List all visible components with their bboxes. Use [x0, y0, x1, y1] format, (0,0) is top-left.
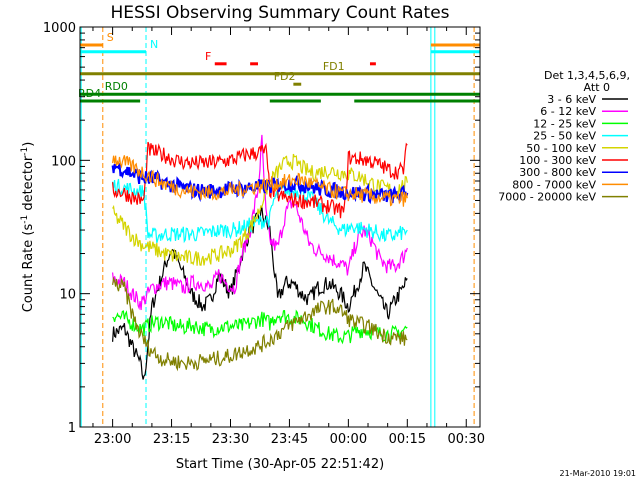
legend-label-0: 3 - 6 keV [547, 93, 596, 106]
y-tick-label-0: 1 [68, 421, 76, 436]
flag-label-fd1: FD1 [323, 60, 345, 73]
chart-title: HESSI Observing Summary Count Rates [110, 3, 449, 23]
y-axis-label-sup2: -1 [20, 147, 30, 156]
x-tick-label-1: 23:15 [153, 432, 190, 447]
flag-label-rd0: RD0 [105, 80, 128, 93]
series-line-1 [112, 134, 408, 311]
legend-label-2: 12 - 25 keV [533, 117, 596, 130]
series-line-5 [112, 141, 408, 219]
legend-label-5: 100 - 300 keV [519, 154, 596, 167]
legend-label-8: 7000 - 20000 keV [498, 191, 596, 204]
legend-header-1: Det 1,3,4,5,6,9, [544, 69, 630, 82]
x-tick-label-5: 00:15 [389, 432, 426, 447]
legend-label-7: 800 - 7000 keV [512, 178, 596, 191]
y-axis-label-end: ) [21, 142, 36, 147]
legend-label-4: 50 - 100 keV [526, 142, 596, 155]
x-tick-label-2: 23:30 [212, 432, 249, 447]
timestamp: 21-Mar-2010 19:01 [560, 469, 637, 478]
y-tick-label-3: 1000 [43, 21, 76, 36]
legend-header-2: Att 0 [584, 81, 610, 94]
y-axis-label-main: Count Rate (s [21, 224, 36, 313]
series-line-6 [111, 163, 409, 205]
y-tick-label-2: 100 [51, 154, 76, 169]
series-line-2 [112, 309, 408, 345]
flag-label-n: N [150, 38, 158, 51]
flag-label-rd4: RD4 [78, 87, 101, 100]
x-axis-ticks: 23:00 23:15 23:30 23:45 00:00 00:15 00:30 [92, 27, 485, 447]
plot-frame [79, 26, 481, 428]
legend-label-3: 25 - 50 keV [533, 130, 596, 143]
y-axis-label: Count Rate (s-1 detector-1) [20, 142, 36, 313]
x-tick-label-4: 00:00 [330, 432, 367, 447]
x-tick-label-3: 23:45 [271, 432, 308, 447]
y-axis-label-mid: detector [21, 155, 36, 215]
x-tick-label-0: 23:00 [94, 432, 131, 447]
x-axis-label: Start Time (30-Apr-05 22:51:42) [176, 457, 384, 472]
series-line-4 [112, 153, 408, 266]
legend-label-1: 6 - 12 keV [540, 105, 596, 118]
y-tick-label-1: 10 [59, 288, 76, 303]
y-axis-ticks: 1 10 100 1000 [43, 21, 480, 436]
x-tick-label-6: 00:30 [448, 432, 485, 447]
legend-label-6: 300 - 800 keV [519, 166, 596, 179]
series-line-3 [112, 178, 408, 244]
series-line-7 [112, 155, 408, 207]
plot-area: S N F FD1 FD2 RD0 RD4 [78, 27, 480, 427]
flag-label-s: S [107, 31, 114, 44]
series-line-8 [112, 276, 408, 372]
y-axis-label-sup1: -1 [20, 215, 30, 224]
flag-label-fd2: FD2 [274, 70, 296, 83]
flag-label-f: F [205, 50, 211, 63]
